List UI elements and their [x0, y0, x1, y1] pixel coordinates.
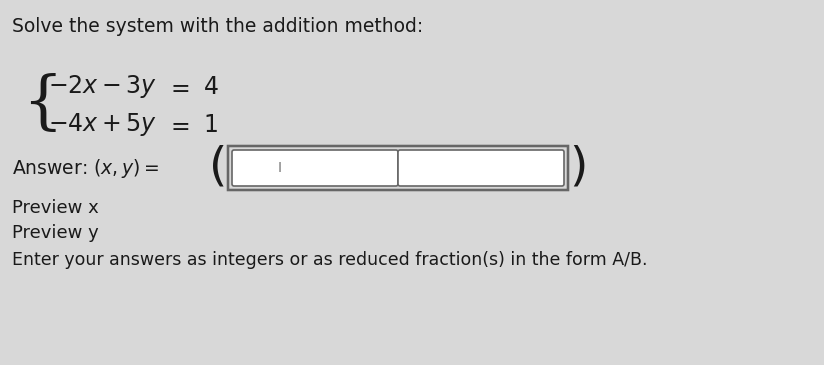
FancyBboxPatch shape [398, 150, 564, 186]
Text: $-4x+5y$: $-4x+5y$ [48, 111, 157, 138]
Text: I: I [278, 161, 281, 175]
Text: $=$: $=$ [166, 75, 190, 99]
Text: $4$: $4$ [203, 75, 218, 99]
Text: $=$: $=$ [166, 113, 190, 137]
Text: Enter your answers as integers or as reduced fraction(s) in the form A/B.: Enter your answers as integers or as red… [12, 251, 648, 269]
Text: Answer: $(x, y) =$: Answer: $(x, y) =$ [12, 157, 159, 180]
Text: Preview x: Preview x [12, 199, 99, 217]
FancyBboxPatch shape [232, 150, 398, 186]
Text: Preview y: Preview y [12, 224, 99, 242]
Text: $1$: $1$ [203, 113, 218, 137]
FancyBboxPatch shape [228, 146, 568, 190]
Text: ): ) [569, 145, 588, 189]
Text: $-2x-3y$: $-2x-3y$ [48, 73, 157, 100]
Text: Solve the system with the addition method:: Solve the system with the addition metho… [12, 17, 424, 36]
Text: (: ( [208, 145, 227, 189]
Text: {: { [22, 73, 63, 135]
